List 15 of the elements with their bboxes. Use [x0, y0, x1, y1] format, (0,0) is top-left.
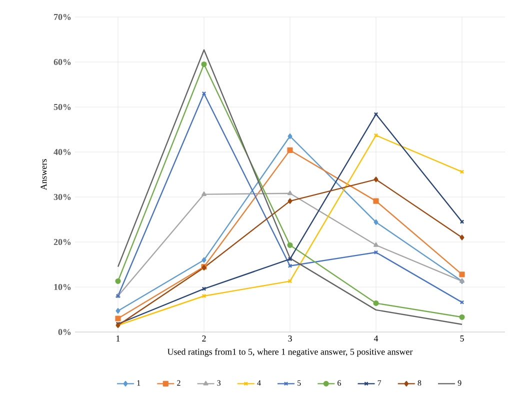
y-tick-label: 30%: [54, 194, 71, 200]
x-tick-label: 5: [460, 336, 464, 342]
y-axis-title: Answers: [40, 159, 47, 190]
x-axis-title: Used ratings from1 to 5, where 1 negative answer, 5 positive answer: [167, 348, 413, 357]
y-tick-label: 50%: [54, 104, 71, 110]
x-tick-label: 3: [288, 336, 292, 342]
y-tick-label: 60%: [54, 58, 71, 66]
y-tick-label: 40%: [54, 148, 71, 156]
y-tick-label: 10%: [54, 284, 71, 290]
y-tick-label: 70%: [54, 14, 71, 20]
y-tick-label: 20%: [54, 238, 71, 246]
x-tick-label: 1: [116, 336, 120, 342]
x-tick-label: 2: [202, 336, 206, 342]
x-tick-label: 4: [374, 336, 378, 342]
y-tick-label: 0%: [58, 328, 71, 336]
